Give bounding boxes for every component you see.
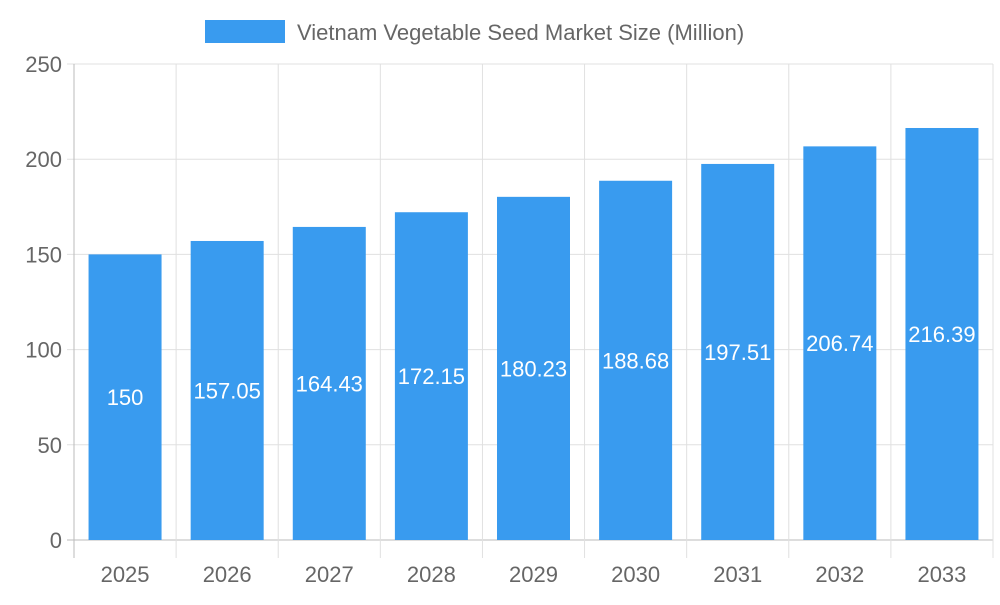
data-label: 197.51 (704, 340, 771, 365)
bar (394, 212, 468, 541)
x-tick-label: 2026 (203, 562, 252, 587)
y-tick-label: 50 (38, 433, 62, 458)
bar (88, 254, 162, 540)
data-label: 188.68 (602, 348, 669, 373)
grid (67, 63, 994, 558)
data-label: 150 (107, 385, 144, 410)
data-labels: 150 157.05 164.43 172.15 180.23 188.68 197.51 2… (107, 322, 976, 410)
bar (497, 196, 570, 540)
legend-swatch (205, 20, 285, 43)
y-tick-label: 100 (25, 338, 62, 363)
data-label: 157.05 (194, 378, 261, 403)
x-tick-label: 2028 (407, 562, 456, 587)
x-tick-label: 2029 (509, 562, 558, 587)
x-tick-label: 2033 (917, 562, 966, 587)
data-label: 172.15 (398, 364, 465, 389)
y-tick-label: 250 (25, 52, 62, 77)
y-tick-label: 0 (50, 528, 62, 553)
bar (292, 226, 366, 540)
legend-label: Vietnam Vegetable Seed Market Size (Mill… (297, 20, 744, 45)
legend[interactable]: Vietnam Vegetable Seed Market Size (Mill… (205, 20, 744, 45)
data-label: 206.74 (806, 331, 873, 356)
bar (599, 180, 673, 540)
data-label: 164.43 (296, 371, 363, 396)
bar (190, 240, 264, 540)
y-tick-label: 200 (25, 147, 62, 172)
x-tick-label: 2031 (713, 562, 762, 587)
x-tick-label: 2030 (611, 562, 660, 587)
bars (88, 127, 979, 541)
x-tick-label: 2027 (305, 562, 354, 587)
y-tick-label: 150 (25, 242, 62, 267)
x-tick-label: 2032 (815, 562, 864, 587)
axes: 0 50 100 150 200 250 2025 2026 2027 2028 2029 2030 2… (25, 52, 966, 587)
x-tick-label: 2025 (101, 562, 150, 587)
bar (905, 127, 979, 540)
bar (701, 163, 775, 540)
data-label: 180.23 (500, 356, 567, 381)
data-label: 216.39 (908, 322, 975, 347)
bar (803, 146, 877, 540)
